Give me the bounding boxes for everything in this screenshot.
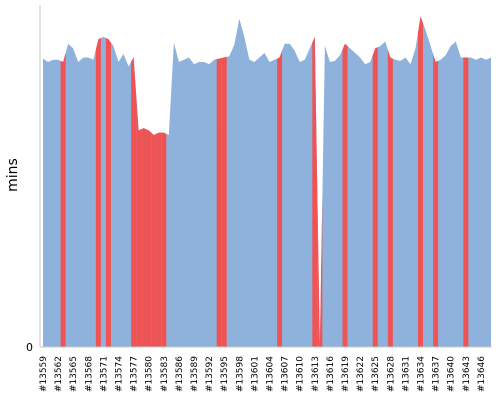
highlight-bar-13619 (342, 43, 348, 347)
highlight-bar-13582 (156, 132, 162, 347)
highlight-bar-13628 (387, 49, 393, 348)
highlight-bar-13570 (95, 38, 101, 348)
x-tick-label: #13574 (115, 356, 125, 392)
x-tick-label: #13583 (160, 356, 170, 392)
highlight-bar-13579 (141, 128, 147, 347)
x-tick-label: #13568 (84, 356, 94, 392)
x-tick-label: #13622 (356, 356, 366, 392)
x-tick-label: #13571 (99, 356, 109, 392)
highlight-bar-13613 (312, 36, 318, 348)
x-tick-label: #13646 (477, 356, 487, 392)
x-tick-label: #13589 (190, 356, 200, 392)
y-tick-label-0: 0 (26, 341, 33, 354)
highlight-bar-13637 (433, 54, 439, 348)
x-tick-label: #13619 (341, 356, 351, 392)
highlight-bar-13580 (146, 129, 152, 347)
highlight-bar-13583 (161, 132, 167, 347)
highlight-bar-13572 (105, 38, 111, 348)
x-tick-label: #13607 (281, 356, 291, 392)
x-tick-label: #13601 (250, 356, 260, 392)
x-tick-label: #13586 (175, 356, 185, 392)
x-tick-label: #13631 (401, 356, 411, 392)
x-tick-label: #13643 (462, 356, 472, 392)
x-tick-label: #13613 (311, 356, 321, 392)
x-tick-label: #13625 (371, 356, 381, 392)
x-tick-label: #13598 (235, 356, 245, 392)
x-tick-label: #13616 (326, 356, 336, 392)
x-tick-label: #13640 (447, 356, 457, 392)
x-tick-label: #13637 (432, 356, 442, 392)
highlight-bar-13581 (151, 132, 157, 347)
x-tick-label: #13565 (69, 356, 79, 392)
x-tick-label: #13559 (39, 356, 49, 392)
highlight-bar-13614 (317, 191, 323, 347)
highlight-bar-13594 (216, 58, 222, 347)
highlight-bar-13634 (418, 16, 424, 348)
x-tick-label: #13562 (54, 356, 64, 392)
x-tick-label: #13595 (220, 356, 230, 392)
x-tick-label: #13610 (296, 356, 306, 392)
x-tick-label: #13628 (386, 356, 396, 392)
x-tick-label: #13604 (266, 356, 276, 392)
highlight-bar-13577 (131, 57, 137, 347)
x-tick-label: #13592 (205, 356, 215, 392)
highlight-bar-13643 (463, 57, 469, 347)
highlight-bar-13578 (136, 93, 142, 347)
highlight-bar-13595 (221, 56, 227, 348)
highlight-bar-13606 (277, 50, 283, 347)
x-tick-labels: #13559 #13562 #13565 #13568 #13571 #13574 #135… (39, 356, 487, 392)
y-axis-label: mins (5, 158, 21, 192)
x-tick-label: #13634 (417, 356, 427, 392)
highlight-bar-13625 (372, 47, 378, 348)
x-tick-label: #13580 (145, 356, 155, 392)
highlight-bar-13563 (60, 52, 66, 347)
highlight-bars (60, 16, 469, 348)
x-tick-label: #13577 (130, 356, 140, 392)
